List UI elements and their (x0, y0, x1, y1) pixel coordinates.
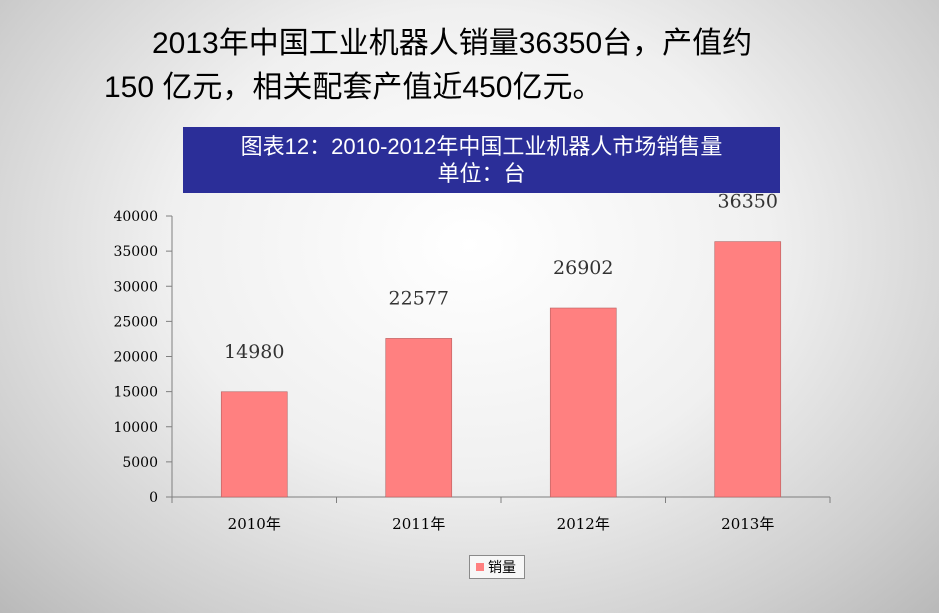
data-label: 14980 (224, 341, 284, 363)
headline-line-1: 2013年中国工业机器人销量36350台，产值约 (152, 27, 753, 60)
data-label: 26902 (553, 257, 613, 279)
x-tick-label: 2012年 (557, 515, 610, 533)
chart-subtitle: 单位：台 (437, 161, 526, 186)
legend-label: 销量 (488, 560, 516, 576)
x-tick-label: 2013年 (721, 515, 774, 533)
bar (549, 307, 617, 498)
y-tick-label: 5000 (122, 455, 158, 471)
x-tick-label: 2010年 (228, 515, 281, 533)
bar (220, 391, 288, 498)
y-tick-label: 25000 (113, 314, 158, 330)
y-tick-label: 0 (149, 490, 158, 506)
y-tick-label: 15000 (113, 385, 158, 401)
y-tick-label: 40000 (113, 209, 158, 225)
chart-legend: 销量 (469, 555, 525, 579)
chart-title-box: 图表12：2010-2012年中国工业机器人市场销售量 单位：台 (183, 127, 780, 193)
y-tick-label: 35000 (113, 244, 158, 260)
chart-title: 图表12：2010-2012年中国工业机器人市场销售量 (240, 134, 723, 159)
headline-text: 2013年中国工业机器人销量36350台，产值约 150 亿元，相关配套产值近4… (104, 22, 824, 110)
y-tick-label: 20000 (113, 350, 158, 366)
data-label: 36350 (718, 191, 778, 213)
x-tick-label: 2011年 (392, 515, 445, 533)
y-tick-label: 30000 (113, 279, 158, 295)
y-tick-label: 10000 (113, 420, 158, 436)
bar (714, 241, 782, 498)
bar (385, 338, 453, 498)
legend-swatch (476, 563, 484, 571)
headline-line-2: 150 亿元，相关配套产值近450亿元。 (104, 71, 603, 104)
data-label: 22577 (389, 287, 449, 309)
